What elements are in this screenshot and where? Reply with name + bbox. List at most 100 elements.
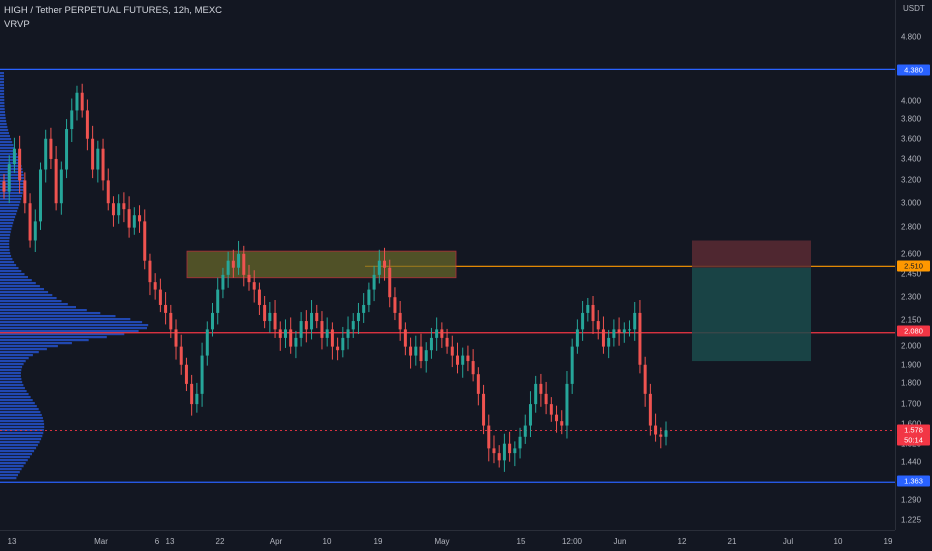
volume-profile-bar [0, 168, 23, 171]
candle-body [461, 355, 465, 365]
volume-profile-bar [0, 327, 147, 330]
volume-profile-bar [0, 120, 7, 123]
candle-body [304, 321, 308, 330]
indicator-label-vrvp[interactable]: VRVP [4, 19, 30, 30]
volume-profile-bar [0, 381, 23, 384]
candle-body [138, 215, 142, 222]
candle-body [612, 329, 616, 338]
volume-profile-bar [0, 405, 37, 408]
candle-body [502, 443, 506, 461]
candle-body [278, 329, 282, 338]
time-tick: 21 [727, 537, 737, 546]
price-tick: 3.400 [901, 154, 922, 164]
candle-body [158, 289, 162, 305]
candle-body [403, 329, 407, 347]
volume-profile-bar [0, 255, 12, 258]
volume-profile-bar [0, 351, 39, 354]
candle-body [596, 321, 600, 330]
volume-profile-bar [0, 147, 15, 150]
volume-profile-bar [0, 282, 36, 285]
candle-body [59, 169, 63, 204]
candle-body [388, 267, 392, 298]
candle-body [169, 312, 173, 330]
candle-body [581, 312, 585, 330]
volume-profile-bar [0, 192, 23, 195]
time-tick: 15 [516, 537, 526, 546]
candle-body [200, 355, 204, 394]
candle-body [528, 404, 532, 426]
candle-body [7, 164, 11, 192]
volume-profile-bar [0, 387, 25, 390]
volume-profile-bar [0, 399, 33, 402]
volume-profile-bar [0, 468, 22, 471]
candle-body [575, 329, 579, 347]
volume-profile-bar [0, 348, 47, 351]
volume-profile-bar [0, 129, 9, 132]
volume-profile-bar [0, 213, 17, 216]
volume-profile-bar [0, 456, 30, 459]
candle-body [414, 346, 418, 356]
candle-body [336, 346, 340, 351]
volume-profile-bar [0, 315, 116, 318]
countdown-label: 50:14 [897, 434, 930, 446]
volume-profile-bar [0, 171, 24, 174]
time-tick: 22 [215, 537, 225, 546]
candle-body [54, 158, 58, 204]
price-tick: 2.000 [901, 341, 922, 351]
price-tick: 3.200 [901, 175, 922, 185]
time-tick: 13 [7, 537, 17, 546]
volume-profile-bar [0, 384, 24, 387]
candle-body [513, 448, 517, 454]
candle-body [195, 393, 199, 405]
candle-body [320, 321, 324, 338]
candle-body [560, 421, 564, 426]
volume-profile-bar [0, 303, 68, 306]
candle-body [242, 253, 246, 275]
volume-profile-bar [0, 354, 33, 357]
candle-body [419, 346, 423, 362]
volume-profile-bar [0, 174, 24, 177]
volume-profile-bar [0, 423, 45, 426]
candle-body [257, 289, 261, 305]
candle-body [263, 304, 267, 322]
candle-body [487, 425, 491, 449]
volume-profile-bar [0, 153, 18, 156]
volume-profile-bar [0, 234, 11, 237]
time-scale[interactable] [0, 530, 895, 551]
volume-profile-bar [0, 105, 5, 108]
volume-profile-bar [0, 471, 20, 474]
volume-profile-bar [0, 441, 40, 444]
candle-body [65, 129, 69, 170]
volume-profile-bar [0, 438, 42, 441]
candle-body [221, 274, 225, 290]
candle-body [450, 346, 454, 356]
price-tick: 1.700 [901, 399, 922, 409]
red-line-price-label: 2.080 [897, 325, 930, 337]
candle-body [294, 337, 298, 347]
volume-profile-bar [0, 180, 24, 183]
volume-profile-bar [0, 324, 149, 327]
time-tick: 13 [165, 537, 175, 546]
volume-profile-bar [0, 420, 44, 423]
volume-profile-bar [0, 342, 72, 345]
candle-body [18, 148, 22, 181]
candle-body [23, 180, 27, 204]
candle-body [570, 346, 574, 384]
volume-profile-bar [0, 159, 20, 162]
candle-body [341, 337, 345, 351]
volume-profile-bar [0, 93, 5, 96]
volume-profile-bar [0, 408, 39, 411]
candle-body [2, 181, 6, 192]
volume-profile-bar [0, 444, 38, 447]
candle-body [216, 289, 220, 313]
price-tick: 4.000 [901, 96, 922, 106]
candle-body [106, 180, 110, 204]
volume-profile-bar [0, 96, 5, 99]
volume-profile-bar [0, 450, 35, 453]
volume-profile-bar [0, 267, 19, 270]
candle-body [111, 203, 115, 216]
volume-profile-bar [0, 285, 40, 288]
candle-body [367, 289, 371, 305]
